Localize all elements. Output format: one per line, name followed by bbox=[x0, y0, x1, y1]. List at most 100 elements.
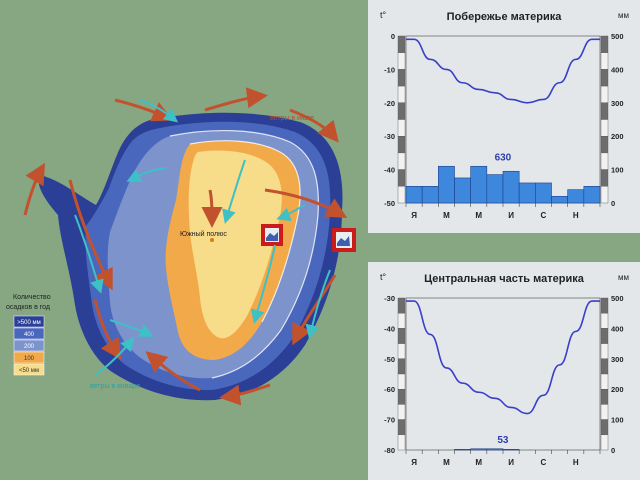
y-right-unit: мм bbox=[618, 11, 629, 20]
right-scale-segment bbox=[600, 297, 609, 314]
right-scale-segment bbox=[600, 373, 609, 390]
precipitation-bar bbox=[454, 449, 471, 451]
y-right-tick-label: 100 bbox=[611, 166, 624, 175]
south-pole-dot bbox=[210, 238, 214, 242]
left-scale-segment bbox=[397, 343, 406, 359]
precipitation-bar bbox=[421, 186, 439, 204]
right-scale-segment bbox=[600, 419, 609, 436]
right-scale-segment bbox=[600, 135, 609, 154]
annual-precipitation-label: 53 bbox=[497, 435, 509, 446]
y-right-tick-label: 0 bbox=[611, 199, 615, 208]
left-scale-segment bbox=[397, 373, 406, 390]
x-tick-label: М bbox=[475, 211, 482, 220]
left-scale-segment bbox=[397, 35, 406, 53]
isohyet-lines bbox=[169, 130, 319, 379]
legend-label: >500 мм bbox=[17, 320, 40, 326]
x-tick-label: М bbox=[475, 458, 482, 467]
legend-swatch bbox=[13, 315, 45, 328]
y-right-tick-label: 0 bbox=[611, 446, 615, 455]
left-scale-segment bbox=[397, 85, 406, 103]
right-scale-segment bbox=[600, 169, 609, 187]
right-scale-segment bbox=[600, 313, 609, 329]
legend-swatch bbox=[13, 327, 45, 340]
y-left-tick-label: -70 bbox=[384, 416, 395, 425]
y-left-tick-label: -40 bbox=[384, 166, 395, 175]
right-scale-segment bbox=[600, 152, 609, 170]
left-scale-segment bbox=[397, 313, 406, 329]
station-marker-coast[interactable] bbox=[332, 228, 356, 252]
antarctica-precipitation-map: Южный полюс ветры в июле ветр bbox=[6, 87, 356, 406]
precipitation-bar bbox=[518, 182, 536, 204]
left-scale-segment bbox=[397, 119, 406, 137]
station-marker-central[interactable] bbox=[261, 224, 283, 246]
y-left-unit: t° bbox=[380, 272, 387, 282]
left-scale-segment bbox=[397, 52, 406, 70]
precipitation-bar bbox=[454, 177, 471, 204]
x-tick-label: М bbox=[443, 211, 450, 220]
precipitation-bar bbox=[502, 449, 520, 451]
y-left-tick-label: -40 bbox=[384, 324, 395, 333]
legend-swatch bbox=[13, 351, 45, 364]
y-left-tick-label: -80 bbox=[384, 446, 395, 455]
legend-title-line2: осадков в год bbox=[6, 304, 50, 311]
plot-frame bbox=[405, 297, 601, 451]
y-left-tick-label: 0 bbox=[391, 32, 395, 41]
x-tick-label: Н bbox=[573, 211, 579, 220]
winds-july-label: ветры в июле bbox=[270, 115, 314, 122]
legend-label: 400 bbox=[24, 332, 35, 338]
left-scale-segment bbox=[397, 152, 406, 170]
x-tick-label: С bbox=[541, 458, 547, 467]
y-left-tick-label: -20 bbox=[384, 99, 395, 108]
y-right-tick-label: 300 bbox=[611, 355, 624, 364]
precipitation-bar bbox=[470, 165, 488, 204]
chart-title: Побережье материка bbox=[447, 11, 563, 23]
temperature-line bbox=[405, 300, 600, 415]
right-scale-segment bbox=[600, 35, 609, 53]
right-scale-segment bbox=[600, 404, 609, 420]
chart-title: Центральная часть материка bbox=[424, 273, 585, 285]
left-scale-segment bbox=[397, 434, 406, 451]
right-scale-segment bbox=[600, 102, 609, 120]
left-scale-segment bbox=[397, 358, 406, 375]
y-right-tick-label: 200 bbox=[611, 132, 624, 141]
x-tick-label: Н bbox=[573, 458, 579, 467]
y-right-tick-label: 400 bbox=[611, 324, 624, 333]
precipitation-bar bbox=[502, 170, 520, 204]
x-tick-label: С bbox=[541, 211, 547, 220]
right-scale-segment bbox=[600, 69, 609, 87]
precipitation-bar bbox=[583, 186, 601, 204]
temperature-line bbox=[406, 38, 600, 104]
precipitation-bar bbox=[486, 448, 504, 451]
x-tick-label: М bbox=[443, 458, 450, 467]
y-right-unit: мм bbox=[618, 273, 629, 282]
left-scale-segment bbox=[397, 69, 406, 87]
chart-coast: Побережье материка t° мм 0 -10 -20 -30 -40 -50 50… bbox=[368, 0, 640, 233]
right-scale-segment bbox=[600, 52, 609, 70]
winds-july-arrows bbox=[23, 87, 348, 406]
y-left-tick-label: -60 bbox=[384, 385, 395, 394]
y-right-tick-label: 100 bbox=[611, 416, 624, 425]
legend-label: <50 мм bbox=[19, 368, 39, 374]
right-scale-segment bbox=[600, 186, 609, 204]
x-tick-label: И bbox=[508, 458, 514, 467]
precipitation-legend: Количество осадков в год >500 мм 400 200 10… bbox=[6, 294, 51, 376]
legend-title-line1: Количество bbox=[13, 294, 51, 301]
left-scale-segment bbox=[397, 169, 406, 187]
y-left-tick-label: -10 bbox=[384, 65, 395, 74]
y-left-tick-label: -50 bbox=[384, 355, 395, 364]
south-pole-label: Южный полюс bbox=[180, 230, 227, 238]
precipitation-bar bbox=[438, 165, 455, 204]
left-scale-segment bbox=[397, 328, 406, 344]
right-scale-segment bbox=[600, 388, 609, 405]
annual-precipitation-label: 630 bbox=[495, 152, 512, 163]
y-right-tick-label: 200 bbox=[611, 385, 624, 394]
precipitation-bar bbox=[567, 189, 585, 204]
left-scale-segment bbox=[397, 388, 406, 405]
precipitation-bar bbox=[405, 186, 423, 204]
y-right-tick-label: 500 bbox=[611, 32, 624, 41]
y-right-tick-label: 500 bbox=[611, 294, 624, 303]
legend-label: 200 bbox=[24, 344, 35, 350]
right-scale-segment bbox=[600, 119, 609, 137]
x-tick-label: Я bbox=[411, 458, 417, 467]
legend-swatch bbox=[13, 363, 45, 376]
